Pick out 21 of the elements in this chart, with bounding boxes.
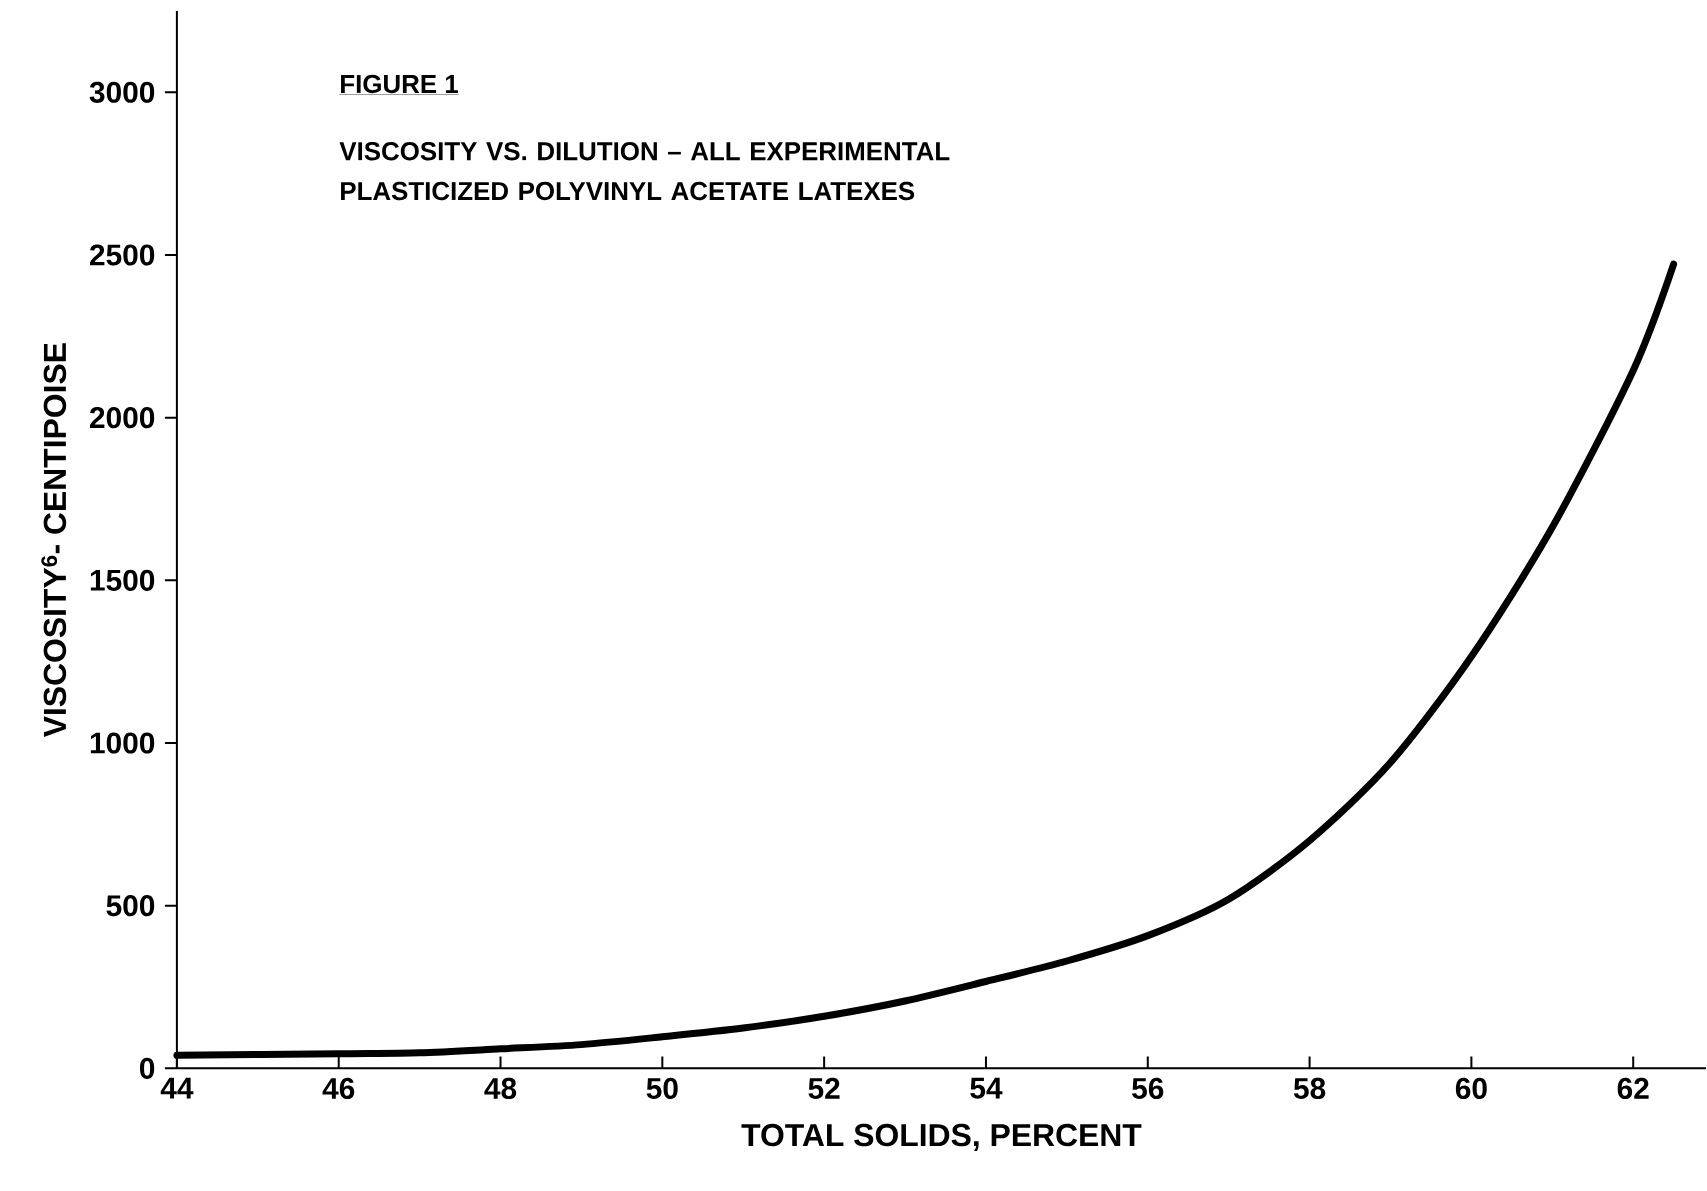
x-tick-label: 52 <box>808 1077 840 1099</box>
x-axis-title: TOTAL SOLIDS, PERCENT <box>741 1123 1142 1151</box>
x-tick-label: 46 <box>322 1077 355 1099</box>
x-tick-label: 54 <box>970 1077 1003 1099</box>
x-tick-label: 62 <box>1617 1077 1649 1099</box>
y-tick-label: 2000 <box>90 406 155 429</box>
text: FIGURE 1 <box>341 74 458 94</box>
y-tick-label: 3000 <box>89 81 155 103</box>
y-tick-label: 1000 <box>90 732 155 754</box>
y-axis-title: VISCOSITY$^{6}$- CENTIPOISE <box>41 343 67 737</box>
x-tick-label: 44 <box>160 1077 194 1099</box>
y-tick-label: 2500 <box>90 244 155 266</box>
x-tick-label: 48 <box>484 1077 517 1099</box>
y-tick-label: 1500 <box>90 569 155 591</box>
x-tick-label: 50 <box>646 1077 678 1099</box>
y-tick-label: 500 <box>106 894 155 917</box>
x-tick-label: 58 <box>1293 1077 1326 1099</box>
text: VISCOSITY VS. DILUTION – ALL EXPERIMENTAL PLASTICIZED POLYVINYL ACETATE LATEXES <box>339 141 950 201</box>
x-tick-label: 60 <box>1455 1077 1487 1099</box>
x-tick-label: 56 <box>1132 1077 1164 1099</box>
y-tick-label: 0 <box>139 1057 155 1079</box>
